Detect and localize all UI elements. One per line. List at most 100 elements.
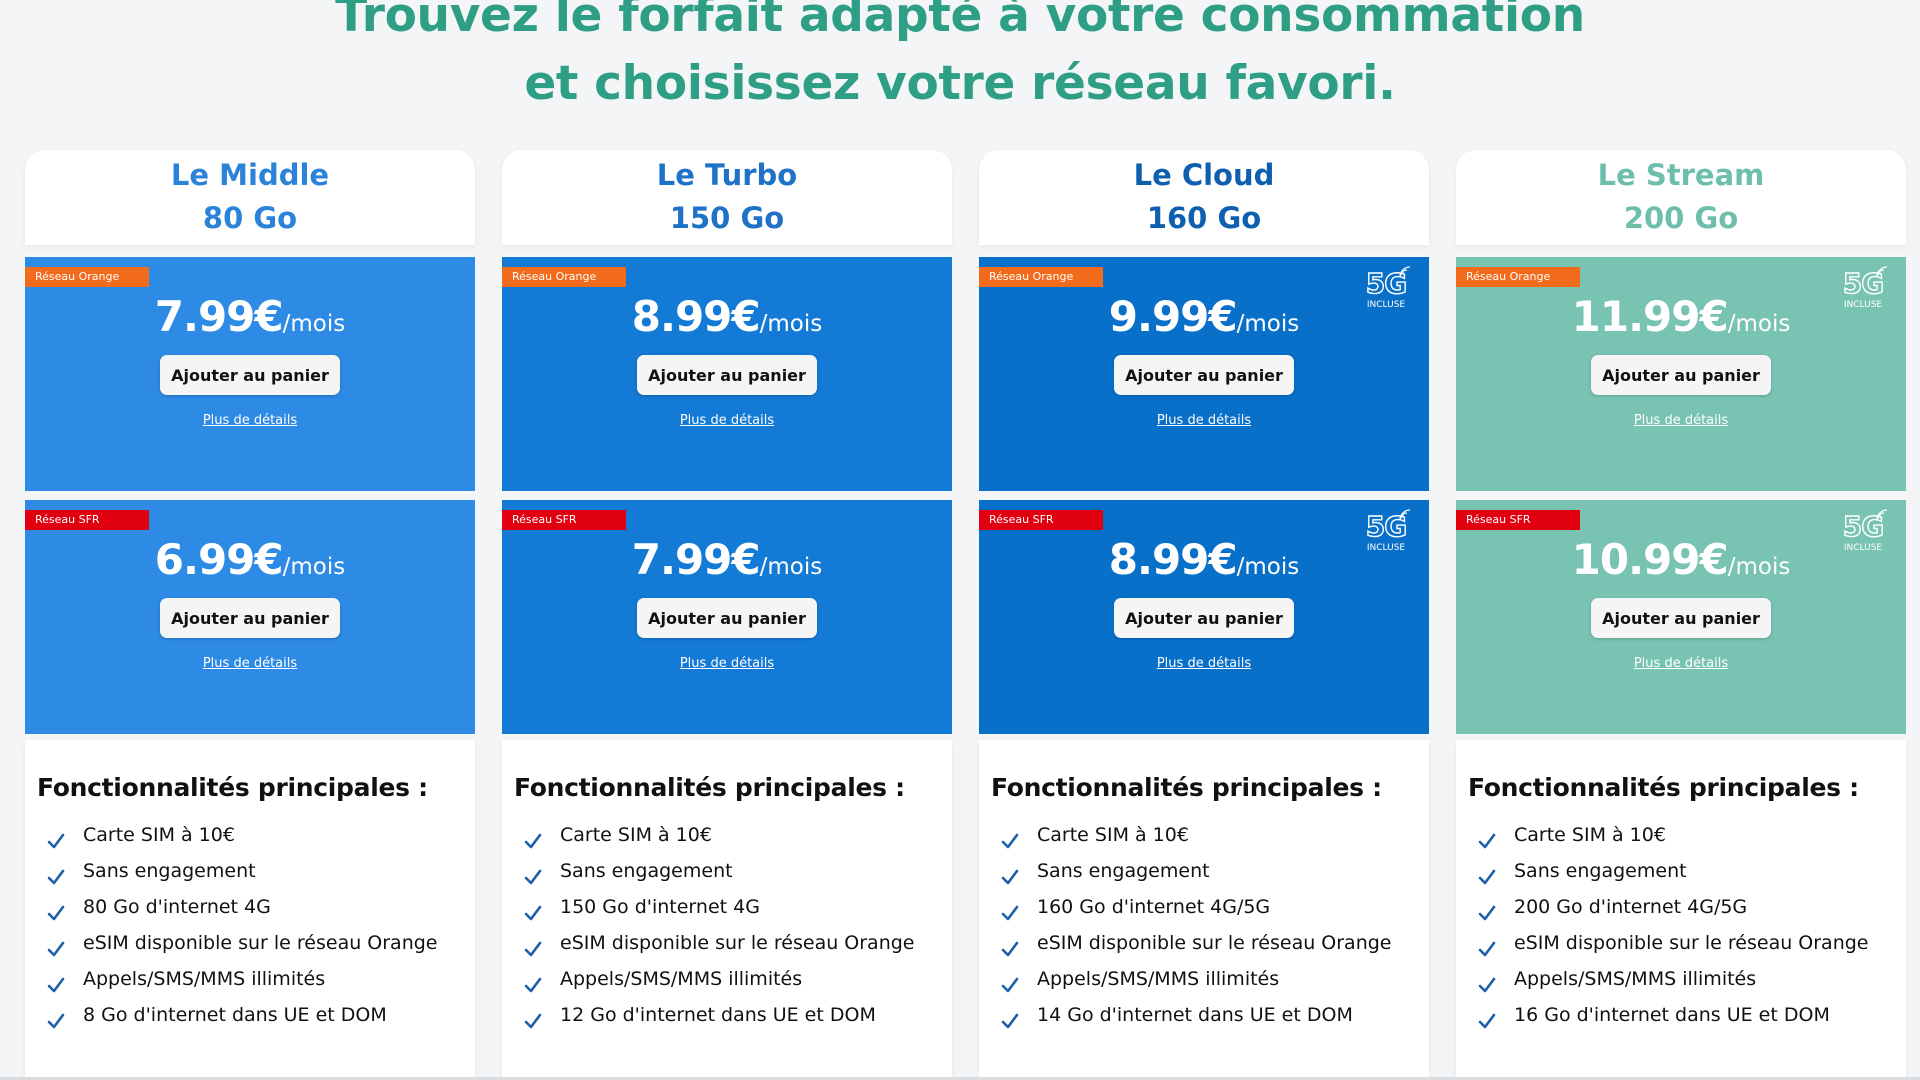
signal-waves-icon: [1874, 265, 1888, 284]
add-to-cart-button[interactable]: Ajouter au panier: [1114, 355, 1294, 395]
checkmark-icon: [1478, 1006, 1496, 1042]
features-panel: Fonctionnalités principales : Carte SIM à…: [502, 740, 952, 1080]
feature-item: Sans engagement: [1001, 853, 1392, 889]
offer-orange: Réseau Orange 7.99€/mois Ajouter au panier…: [25, 257, 475, 491]
feature-text: 150 Go d'internet 4G: [560, 896, 760, 918]
feature-item: 8 Go d'internet dans UE et DOM: [47, 997, 438, 1033]
feature-text: 12 Go d'internet dans UE et DOM: [560, 1004, 876, 1026]
more-details-link[interactable]: Plus de détails: [679, 413, 775, 428]
checkmark-icon: [1001, 826, 1019, 862]
plan-card-le-middle: Le Middle 80 Go Réseau Orange 7.99€/mois Ajo…: [25, 150, 475, 1080]
checkmark-icon: [524, 1006, 542, 1042]
feature-text: 16 Go d'internet dans UE et DOM: [1514, 1004, 1830, 1026]
offer-sfr: Réseau SFR 7.99€/mois Ajouter au panier Plu…: [502, 500, 952, 734]
signal-waves-icon: [1397, 265, 1411, 284]
price: 7.99€/mois: [502, 535, 952, 584]
features-list: Carte SIM à 10€ Sans engagement 80 Go d'in…: [47, 817, 438, 1033]
checkmark-icon: [1478, 934, 1496, 970]
checkmark-icon: [1001, 934, 1019, 970]
add-to-cart-button[interactable]: Ajouter au panier: [1591, 355, 1771, 395]
feature-item: Carte SIM à 10€: [524, 817, 915, 853]
price-period: /mois: [1236, 554, 1300, 580]
checkmark-icon: [1001, 970, 1019, 1006]
plan-name: Le Turbo: [656, 158, 798, 192]
feature-text: Carte SIM à 10€: [83, 824, 235, 846]
plan-header: Le Stream 200 Go: [1456, 150, 1906, 245]
network-tag: Réseau SFR: [1456, 510, 1580, 530]
price-period: /mois: [759, 554, 823, 580]
network-tag: Réseau Orange: [979, 267, 1103, 287]
offer-orange: Réseau Orange 8.99€/mois Ajouter au panier…: [502, 257, 952, 491]
5g-included-label: INCLUSE: [1843, 300, 1883, 310]
feature-item: Appels/SMS/MMS illimités: [1478, 961, 1869, 997]
5g-signal-icon: 5G INCLUSE: [1838, 266, 1888, 311]
price: 8.99€/mois: [979, 535, 1429, 584]
price-period: /mois: [1727, 554, 1791, 580]
feature-text: eSIM disponible sur le réseau Orange: [1514, 932, 1869, 954]
feature-text: 14 Go d'internet dans UE et DOM: [1037, 1004, 1353, 1026]
add-to-cart-button[interactable]: Ajouter au panier: [637, 355, 817, 395]
plan-name: Le Stream: [1597, 158, 1765, 192]
checkmark-icon: [524, 898, 542, 934]
checkmark-icon: [1478, 970, 1496, 1006]
more-details-link[interactable]: Plus de détails: [679, 656, 775, 671]
feature-item: eSIM disponible sur le réseau Orange: [1478, 925, 1869, 961]
checkmark-icon: [1478, 862, 1496, 898]
add-to-cart-button[interactable]: Ajouter au panier: [160, 598, 340, 638]
plan-header: Le Turbo 150 Go: [502, 150, 952, 245]
add-to-cart-button[interactable]: Ajouter au panier: [1114, 598, 1294, 638]
price-period: /mois: [282, 554, 346, 580]
add-to-cart-button[interactable]: Ajouter au panier: [160, 355, 340, 395]
feature-text: Appels/SMS/MMS illimités: [1514, 968, 1757, 990]
more-details-link[interactable]: Plus de détails: [1633, 656, 1729, 671]
more-details-link[interactable]: Plus de détails: [1156, 413, 1252, 428]
feature-item: Carte SIM à 10€: [47, 817, 438, 853]
offer-sfr: Réseau SFR 5G INCLUSE 8.99€/mois Ajouter au …: [979, 500, 1429, 734]
more-details-link[interactable]: Plus de détails: [202, 413, 298, 428]
feature-text: Appels/SMS/MMS illimités: [560, 968, 803, 990]
features-title: Fonctionnalités principales :: [514, 773, 905, 802]
price-period: /mois: [1727, 311, 1791, 337]
features-list: Carte SIM à 10€ Sans engagement 160 Go d'i…: [1001, 817, 1392, 1033]
feature-text: Sans engagement: [83, 860, 256, 882]
plan-header: Le Cloud 160 Go: [979, 150, 1429, 245]
feature-item: Sans engagement: [524, 853, 915, 889]
feature-text: 200 Go d'internet 4G/5G: [1514, 896, 1748, 918]
plan-name: Le Middle: [170, 158, 330, 192]
divider: [0, 1077, 1920, 1080]
offer-sfr: Réseau SFR 6.99€/mois Ajouter au panier Plu…: [25, 500, 475, 734]
add-to-cart-button[interactable]: Ajouter au panier: [637, 598, 817, 638]
feature-text: eSIM disponible sur le réseau Orange: [560, 932, 915, 954]
features-panel: Fonctionnalités principales : Carte SIM à…: [25, 740, 475, 1080]
signal-waves-icon: [1874, 508, 1888, 527]
page-headline: Trouvez le forfait adapté à votre consom…: [0, 0, 1920, 118]
feature-item: 12 Go d'internet dans UE et DOM: [524, 997, 915, 1033]
feature-item: 80 Go d'internet 4G: [47, 889, 438, 925]
checkmark-icon: [1001, 1006, 1019, 1042]
5g-signal-icon: 5G INCLUSE: [1361, 266, 1411, 311]
features-title: Fonctionnalités principales :: [991, 773, 1382, 802]
feature-item: Appels/SMS/MMS illimités: [47, 961, 438, 997]
plans-grid: Le Middle 80 Go Réseau Orange 7.99€/mois Ajo…: [25, 150, 1911, 1080]
price-amount: 10.99€: [1571, 535, 1729, 584]
more-details-link[interactable]: Plus de détails: [1156, 656, 1252, 671]
5g-included-label: INCLUSE: [1843, 543, 1883, 553]
price-amount: 8.99€: [1108, 535, 1238, 584]
price: 6.99€/mois: [25, 535, 475, 584]
features-title: Fonctionnalités principales :: [1468, 773, 1859, 802]
features-list: Carte SIM à 10€ Sans engagement 150 Go d'i…: [524, 817, 915, 1033]
price: 8.99€/mois: [502, 292, 952, 341]
feature-text: Appels/SMS/MMS illimités: [83, 968, 326, 990]
network-tag: Réseau Orange: [25, 267, 149, 287]
feature-item: 150 Go d'internet 4G: [524, 889, 915, 925]
checkmark-icon: [524, 862, 542, 898]
feature-text: 80 Go d'internet 4G: [83, 896, 271, 918]
checkmark-icon: [47, 934, 65, 970]
feature-item: Carte SIM à 10€: [1001, 817, 1392, 853]
more-details-link[interactable]: Plus de détails: [202, 656, 298, 671]
feature-item: eSIM disponible sur le réseau Orange: [524, 925, 915, 961]
more-details-link[interactable]: Plus de détails: [1633, 413, 1729, 428]
feature-text: Carte SIM à 10€: [560, 824, 712, 846]
add-to-cart-button[interactable]: Ajouter au panier: [1591, 598, 1771, 638]
